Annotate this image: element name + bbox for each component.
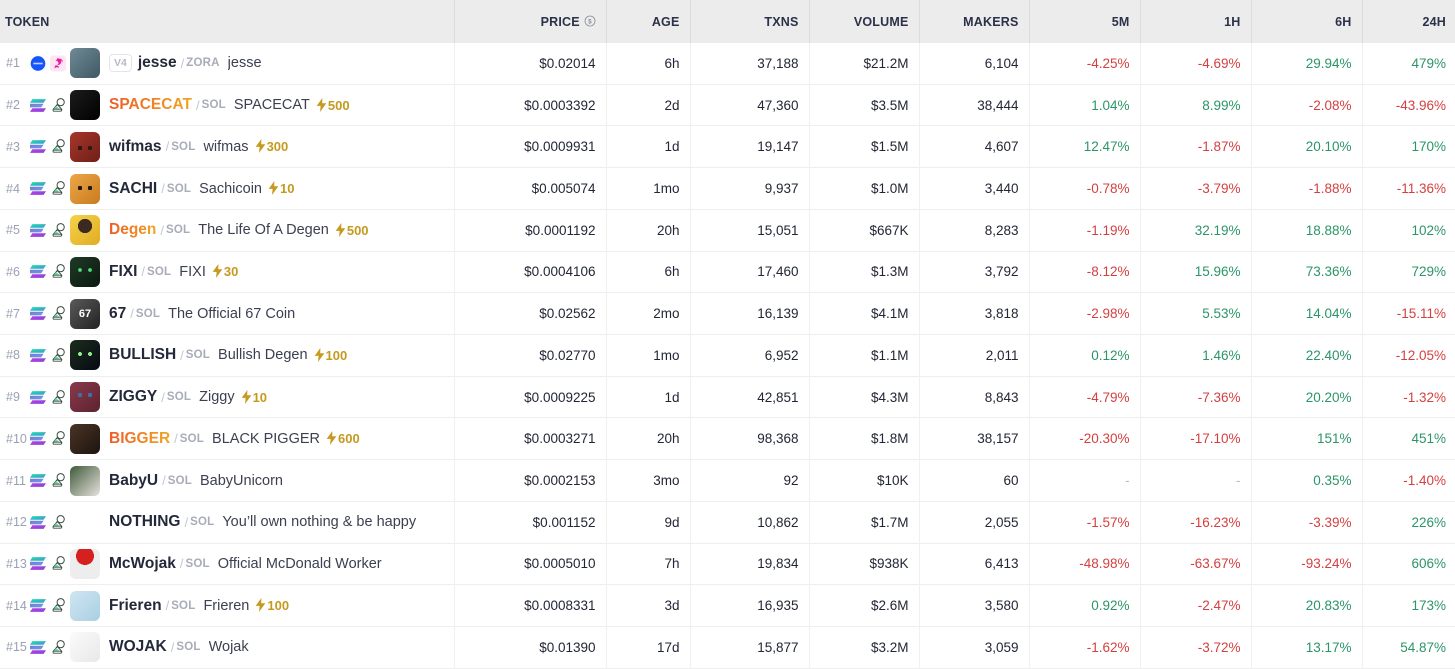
svg-text:$: $ [588,19,592,25]
